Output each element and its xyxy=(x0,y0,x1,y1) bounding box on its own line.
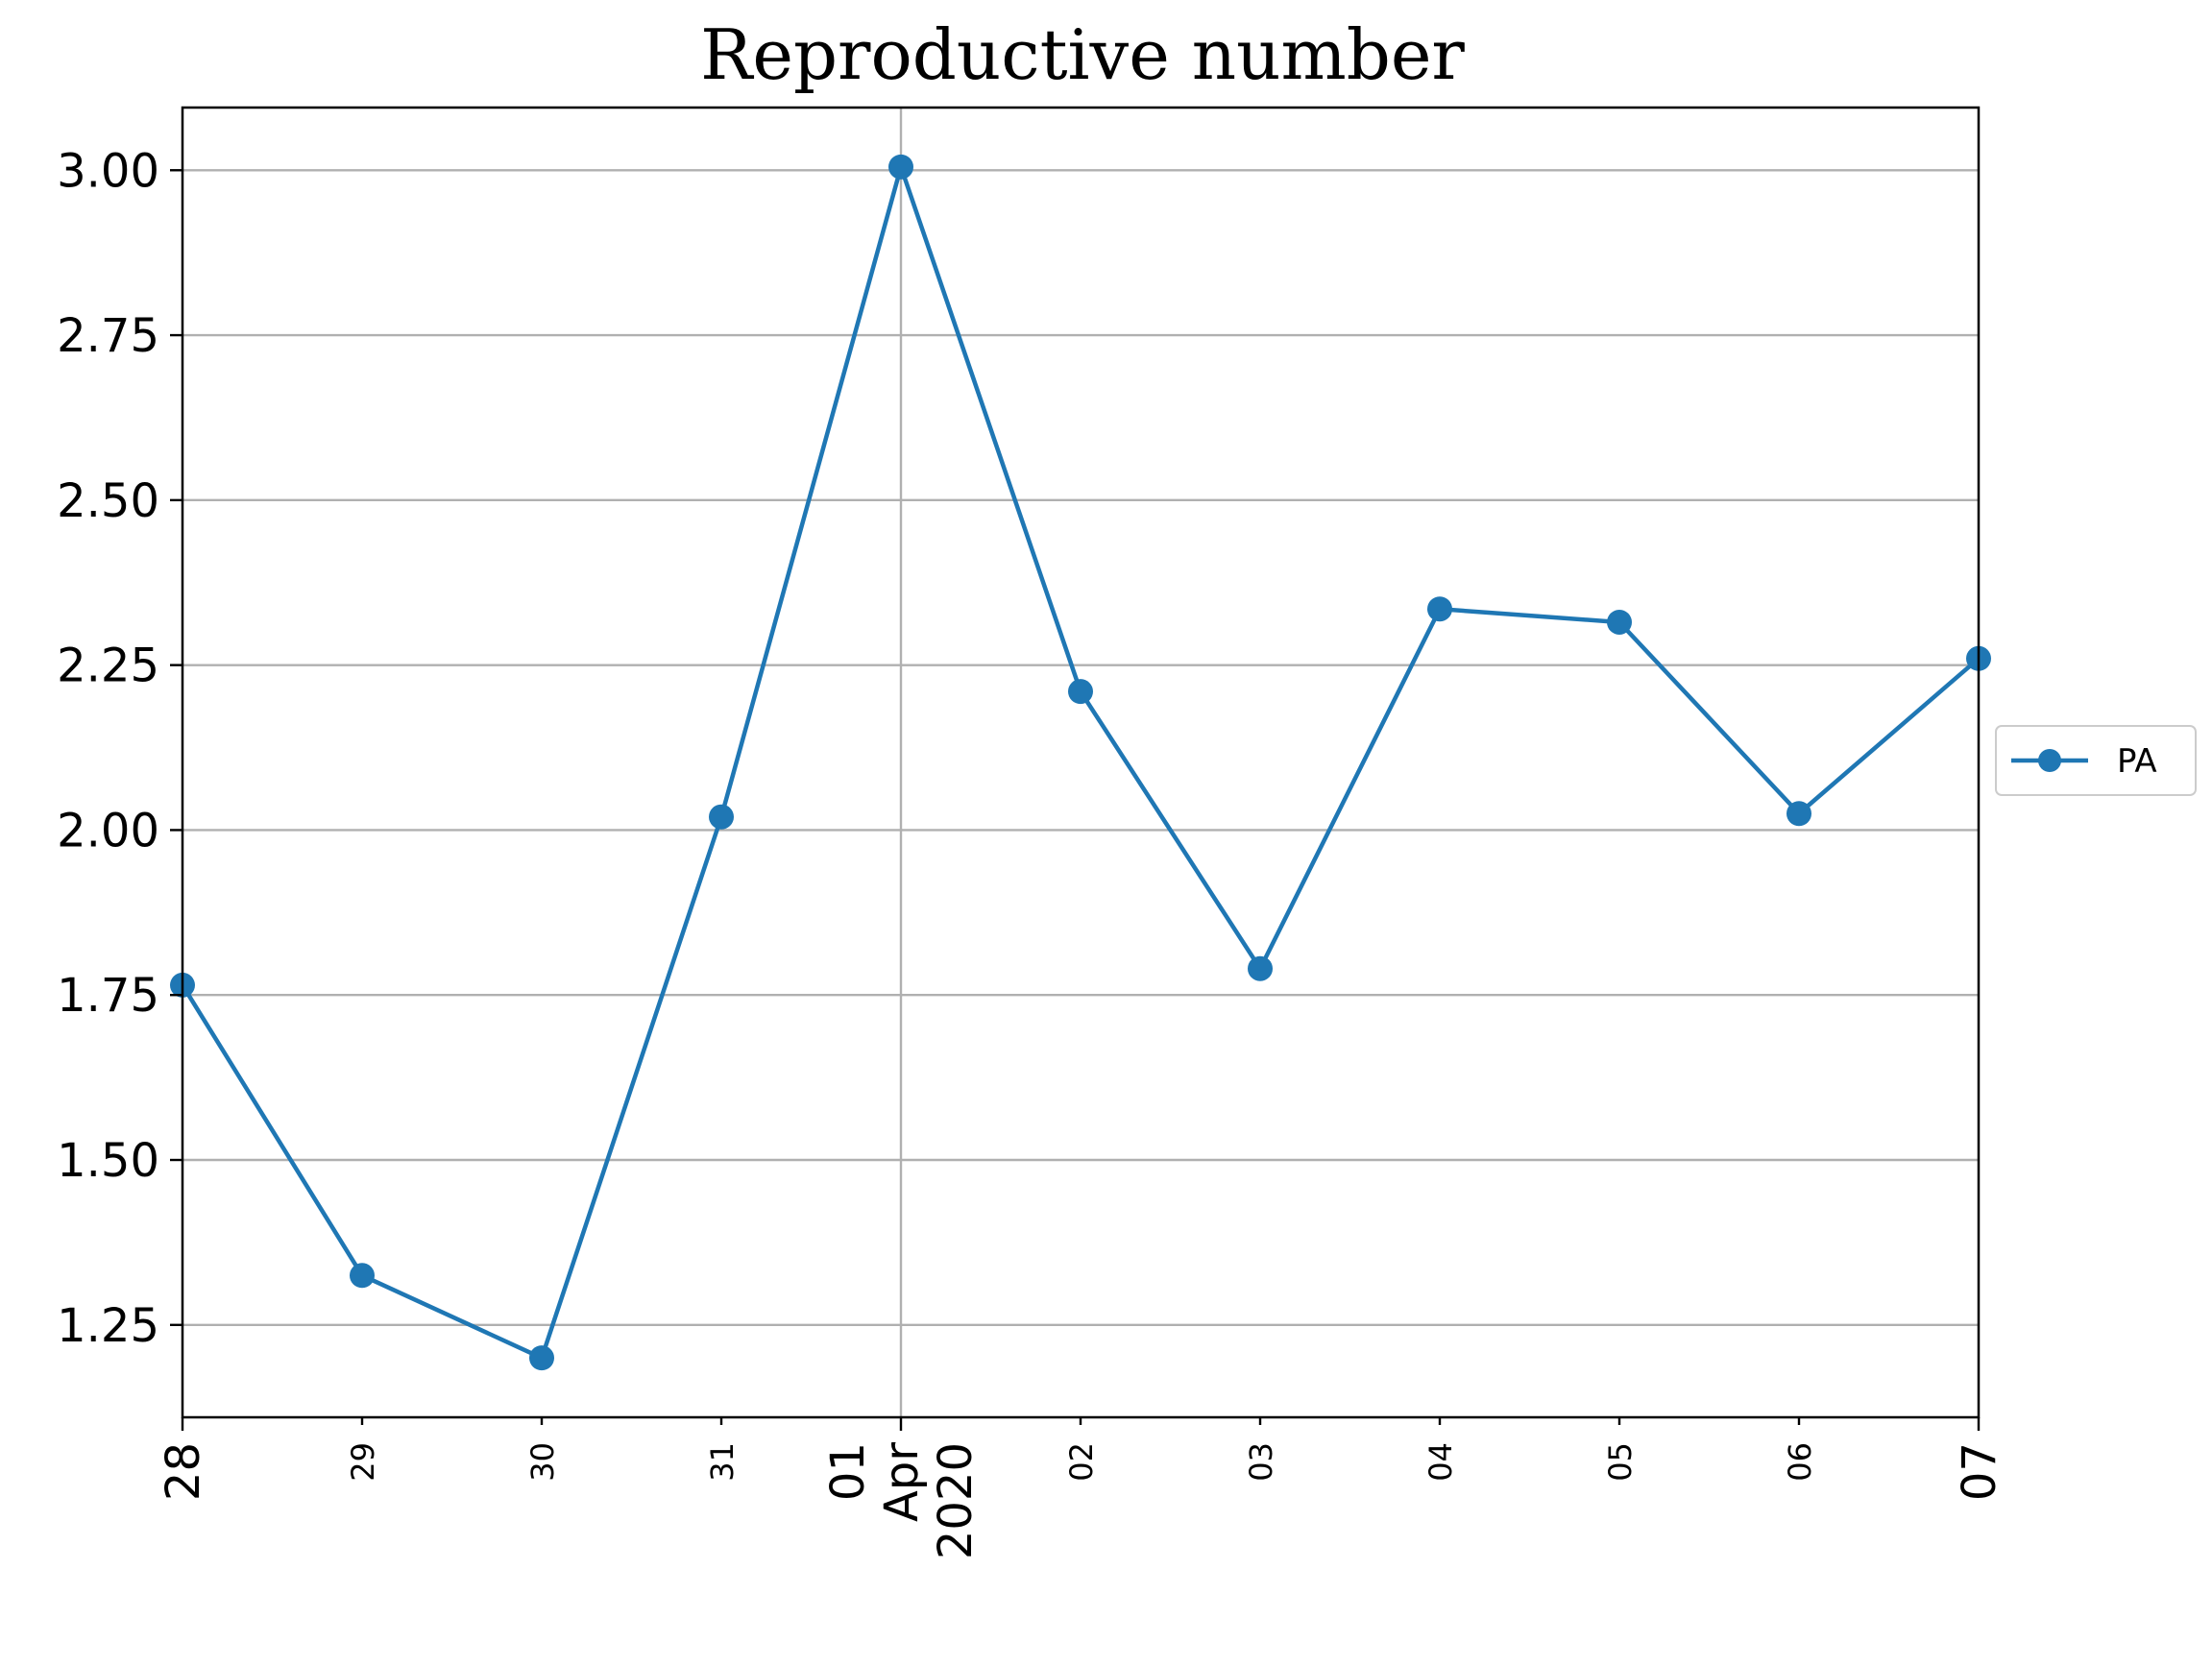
y-tick-label: 2.25 xyxy=(57,640,159,693)
data-point xyxy=(350,1263,375,1289)
data-point xyxy=(1068,679,1093,705)
x-axis: 28 29 30 31 01 Apr 2020 02 03 04 05 06 07 xyxy=(157,1417,2006,1559)
x-tick-label: 31 xyxy=(704,1442,741,1482)
x-tick-label: 01 xyxy=(821,1442,875,1501)
x-tick-label: 07 xyxy=(1953,1442,2006,1501)
legend-frame xyxy=(1995,725,2197,796)
y-tick-label: 2.75 xyxy=(57,309,159,363)
data-point xyxy=(1248,955,1273,981)
x-tick-label: 2020 xyxy=(929,1442,983,1559)
x-tick-label: 30 xyxy=(524,1442,561,1482)
y-tick-label: 2.00 xyxy=(57,804,159,857)
legend-marker xyxy=(2038,749,2061,772)
y-tick-label: 3.00 xyxy=(57,144,159,198)
grid-layer xyxy=(182,108,1979,1417)
data-point xyxy=(1787,801,1811,827)
x-tick-label: 28 xyxy=(157,1442,210,1501)
data-point xyxy=(1607,609,1632,635)
x-tick-label: 06 xyxy=(1782,1442,1818,1482)
x-tick-label: 04 xyxy=(1422,1442,1459,1482)
data-point xyxy=(1427,596,1452,622)
x-tick-label: 05 xyxy=(1602,1442,1639,1482)
data-point xyxy=(529,1345,554,1371)
y-tick-label: 2.50 xyxy=(57,474,159,528)
x-tick-label: 02 xyxy=(1063,1442,1100,1482)
series-layer xyxy=(170,154,1991,1371)
legend-label: PA xyxy=(2117,742,2157,781)
y-tick-label: 1.50 xyxy=(57,1134,159,1188)
y-tick-label: 1.75 xyxy=(57,969,159,1023)
legend: PA xyxy=(1995,725,2197,796)
y-axis: 1.25 1.50 1.75 2.00 2.25 2.50 2.75 3.00 xyxy=(57,144,182,1353)
data-point xyxy=(709,804,734,830)
x-tick-label: 29 xyxy=(345,1442,381,1482)
data-point xyxy=(888,154,913,180)
chart-title: Reproductive number xyxy=(700,14,1465,95)
x-tick-label: Apr xyxy=(875,1442,929,1522)
y-tick-label: 1.25 xyxy=(57,1299,159,1353)
x-tick-label: 03 xyxy=(1243,1442,1279,1482)
